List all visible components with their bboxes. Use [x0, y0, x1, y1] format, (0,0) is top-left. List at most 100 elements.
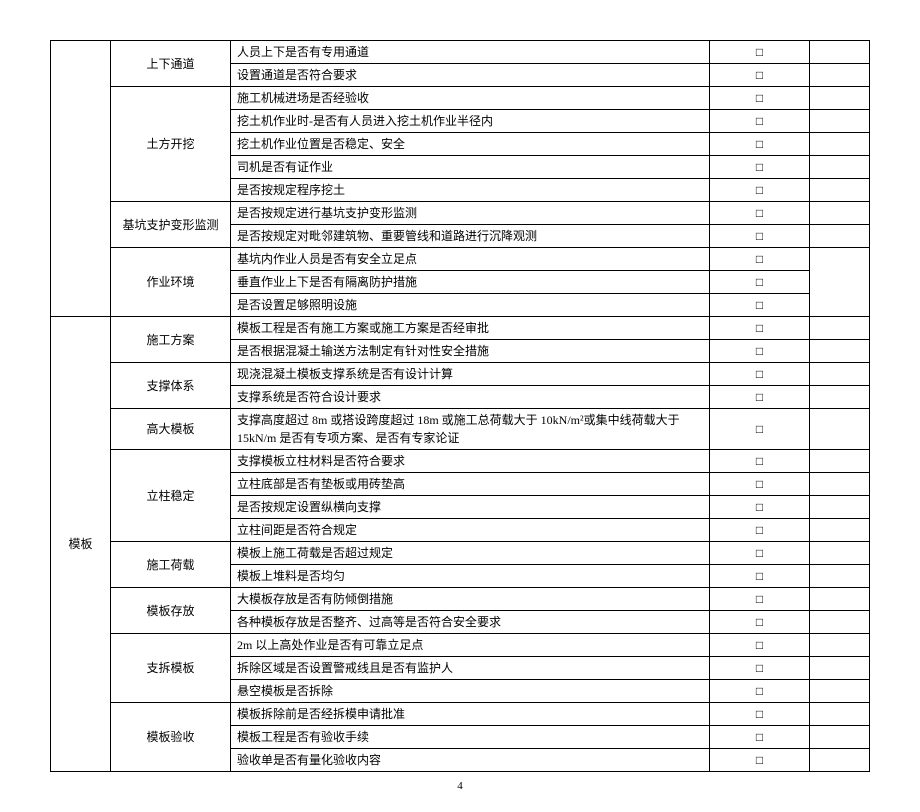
checkbox-cell: □: [710, 473, 810, 496]
checkbox-cell: □: [710, 179, 810, 202]
item-cell: 挖土机作业位置是否稳定、安全: [231, 133, 710, 156]
item-cell: 验收单是否有量化验收内容: [231, 749, 710, 772]
item-cell: 模板工程是否有验收手续: [231, 726, 710, 749]
checkbox-cell: □: [710, 133, 810, 156]
item-cell: 各种模板存放是否整齐、过高等是否符合安全要求: [231, 611, 710, 634]
subcategory-cell: 支撑体系: [111, 363, 231, 409]
checkbox-cell: □: [710, 363, 810, 386]
page-number: 4: [50, 780, 870, 792]
checkbox-cell: □: [710, 542, 810, 565]
table-row: 支拆模板2m 以上高处作业是否有可靠立足点□: [51, 634, 870, 657]
checkbox-cell: □: [710, 41, 810, 64]
item-cell: 司机是否有证作业: [231, 156, 710, 179]
checkbox-cell: □: [710, 271, 810, 294]
item-cell: 是否按规定设置纵横向支撑: [231, 496, 710, 519]
remark-cell: [810, 156, 870, 179]
table-row: 基坑支护变形监测是否按规定进行基坑支护变形监测□: [51, 202, 870, 225]
remark-cell: [810, 542, 870, 565]
item-cell: 现浇混凝土模板支撑系统是否有设计计算: [231, 363, 710, 386]
table-row: 施工荷载模板上施工荷载是否超过规定□: [51, 542, 870, 565]
table-row: 模板存放大模板存放是否有防倾倒措施□: [51, 588, 870, 611]
subcategory-cell: 施工方案: [111, 317, 231, 363]
item-cell: 模板拆除前是否经拆模申请批准: [231, 703, 710, 726]
subcategory-cell: 基坑支护变形监测: [111, 202, 231, 248]
checkbox-cell: □: [710, 386, 810, 409]
subcategory-cell: 上下通道: [111, 41, 231, 87]
remark-cell: [810, 409, 870, 450]
checkbox-cell: □: [710, 588, 810, 611]
item-cell: 模板上堆料是否均匀: [231, 565, 710, 588]
remark-cell: [810, 248, 870, 317]
remark-cell: [810, 110, 870, 133]
checkbox-cell: □: [710, 680, 810, 703]
item-cell: 是否根据混凝土输送方法制定有针对性安全措施: [231, 340, 710, 363]
checkbox-cell: □: [710, 248, 810, 271]
remark-cell: [810, 386, 870, 409]
category-cell: [51, 41, 111, 317]
remark-cell: [810, 565, 870, 588]
checkbox-cell: □: [710, 611, 810, 634]
item-cell: 模板上施工荷载是否超过规定: [231, 542, 710, 565]
checkbox-cell: □: [710, 87, 810, 110]
remark-cell: [810, 611, 870, 634]
checkbox-cell: □: [710, 496, 810, 519]
item-cell: 垂直作业上下是否有隔离防护措施: [231, 271, 710, 294]
table-row: 作业环境基坑内作业人员是否有安全立足点□: [51, 248, 870, 271]
remark-cell: [810, 340, 870, 363]
checkbox-cell: □: [710, 703, 810, 726]
checkbox-cell: □: [710, 450, 810, 473]
remark-cell: [810, 680, 870, 703]
table-row: 模板施工方案模板工程是否有施工方案或施工方案是否经审批□: [51, 317, 870, 340]
subcategory-cell: 模板存放: [111, 588, 231, 634]
checkbox-cell: □: [710, 634, 810, 657]
subcategory-cell: 模板验收: [111, 703, 231, 772]
inspection-table: 上下通道人员上下是否有专用通道□设置通道是否符合要求□土方开挖施工机械进场是否经…: [50, 40, 870, 772]
checkbox-cell: □: [710, 409, 810, 450]
subcategory-cell: 土方开挖: [111, 87, 231, 202]
checkbox-cell: □: [710, 110, 810, 133]
checkbox-cell: □: [710, 202, 810, 225]
item-cell: 是否按规定进行基坑支护变形监测: [231, 202, 710, 225]
remark-cell: [810, 473, 870, 496]
item-cell: 模板工程是否有施工方案或施工方案是否经审批: [231, 317, 710, 340]
subcategory-cell: 支拆模板: [111, 634, 231, 703]
remark-cell: [810, 519, 870, 542]
remark-cell: [810, 41, 870, 64]
checkbox-cell: □: [710, 64, 810, 87]
remark-cell: [810, 726, 870, 749]
checkbox-cell: □: [710, 519, 810, 542]
item-cell: 悬空模板是否拆除: [231, 680, 710, 703]
checkbox-cell: □: [710, 726, 810, 749]
checkbox-cell: □: [710, 749, 810, 772]
item-cell: 支撑高度超过 8m 或搭设跨度超过 18m 或施工总荷载大于 10kN/m²或集…: [231, 409, 710, 450]
remark-cell: [810, 225, 870, 248]
table-row: 上下通道人员上下是否有专用通道□: [51, 41, 870, 64]
item-cell: 2m 以上高处作业是否有可靠立足点: [231, 634, 710, 657]
item-cell: 立柱底部是否有垫板或用砖垫高: [231, 473, 710, 496]
remark-cell: [810, 703, 870, 726]
remark-cell: [810, 64, 870, 87]
remark-cell: [810, 202, 870, 225]
subcategory-cell: 施工荷载: [111, 542, 231, 588]
checkbox-cell: □: [710, 156, 810, 179]
subcategory-cell: 高大模板: [111, 409, 231, 450]
remark-cell: [810, 317, 870, 340]
item-cell: 挖土机作业时-是否有人员进入挖土机作业半径内: [231, 110, 710, 133]
checkbox-cell: □: [710, 317, 810, 340]
subcategory-cell: 立柱稳定: [111, 450, 231, 542]
item-cell: 支撑系统是否符合设计要求: [231, 386, 710, 409]
category-cell: 模板: [51, 317, 111, 772]
remark-cell: [810, 450, 870, 473]
table-row: 土方开挖施工机械进场是否经验收□: [51, 87, 870, 110]
checkbox-cell: □: [710, 340, 810, 363]
checkbox-cell: □: [710, 294, 810, 317]
subcategory-cell: 作业环境: [111, 248, 231, 317]
checkbox-cell: □: [710, 657, 810, 680]
table-row: 高大模板支撑高度超过 8m 或搭设跨度超过 18m 或施工总荷载大于 10kN/…: [51, 409, 870, 450]
item-cell: 大模板存放是否有防倾倒措施: [231, 588, 710, 611]
item-cell: 施工机械进场是否经验收: [231, 87, 710, 110]
remark-cell: [810, 133, 870, 156]
checkbox-cell: □: [710, 565, 810, 588]
item-cell: 是否按规定程序挖土: [231, 179, 710, 202]
remark-cell: [810, 634, 870, 657]
